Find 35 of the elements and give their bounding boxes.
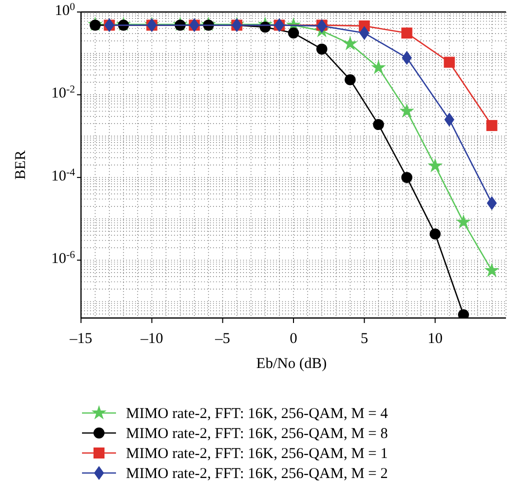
point (401, 28, 412, 39)
point (288, 28, 299, 39)
point (373, 119, 384, 130)
point (444, 56, 455, 68)
point (344, 74, 356, 86)
point (486, 196, 497, 210)
legend-label: MIMO rate-2, FFT: 16K, 256-QAM, M = 2 (126, 466, 388, 482)
y-tick-label: 10$^{-2}$ (51, 84, 75, 102)
point (456, 214, 472, 229)
y-tick-label: 10$^{-6}$ (51, 250, 75, 268)
point (486, 120, 498, 132)
y-axis-title: BER (13, 150, 29, 180)
y-tick-label: 10$^{0}$ (54, 2, 75, 19)
x-tick-label: –5 (214, 331, 230, 347)
x-tick-label: –15 (68, 331, 92, 347)
point (316, 44, 328, 55)
point (370, 60, 386, 74)
legend-label: MIMO rate-2, FFT: 16K, 256-QAM, M = 1 (126, 446, 388, 462)
point (484, 262, 500, 277)
point (399, 103, 414, 118)
point (402, 50, 412, 65)
point (444, 112, 454, 127)
x-tick-label: 10 (428, 331, 443, 347)
point (359, 26, 370, 40)
y-tick-label: 10$^{-4}$ (51, 166, 76, 184)
x-axis-title: Eb/No (dB) (256, 356, 327, 372)
x-tick-label: 5 (360, 331, 368, 347)
point (428, 158, 443, 172)
legend-label: MIMO rate-2, FFT: 16K, 256-QAM, M = 4 (126, 406, 388, 422)
point (401, 172, 412, 183)
point (430, 228, 441, 240)
legend-label: MIMO rate-2, FFT: 16K, 256-QAM, M = 8 (126, 426, 388, 442)
x-tick-label: –10 (140, 331, 164, 347)
point (342, 36, 358, 50)
x-tick-label: 0 (290, 331, 298, 347)
